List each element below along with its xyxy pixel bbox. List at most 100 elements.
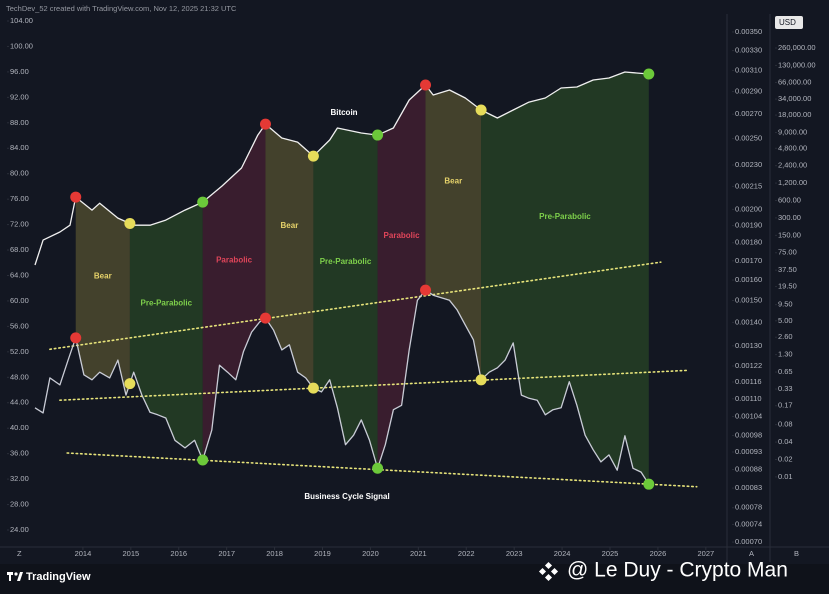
y2-tick-label: 2.60 [778,332,793,341]
series-label: Bitcoin [330,108,357,117]
y3-tick-label: 0.00330 [735,46,762,55]
signal-dot [420,284,432,296]
plot: 24.00 28.00 32.00 36.00 40.00 44.00 48.00 52.00… [7,16,816,558]
signal-dot [70,191,82,203]
y2-tick-label: 0.02 [778,454,793,463]
y-tick-label: 80.00 [10,169,29,178]
y-tick-label: 32.00 [10,474,29,483]
y3-tick-label: 0.00215 [735,181,762,190]
y2-tick-label: 130,000.00 [778,60,816,69]
zone [129,202,203,461]
zone [313,128,378,469]
y3-tick-label: 0.00310 [735,65,762,74]
currency-badge [775,16,803,29]
tv-logo: TradingView [7,571,91,583]
x-tick-label: 2017 [218,549,235,558]
y-tick-label: 52.00 [10,347,29,356]
x-tick-label: 2021 [410,549,427,558]
y-tick-label: 104.00 [10,16,33,25]
x-tick-label: 2024 [554,549,571,558]
y3-tick-label: 0.00130 [735,341,762,350]
zone-label: Bear [94,271,112,280]
series-line [34,71,649,266]
y-tick-label: 36.00 [10,449,29,458]
signal-dot [420,79,432,91]
signal-dot [643,68,655,80]
icon-part [544,573,553,582]
y3-tick-label: 0.00110 [735,394,762,403]
credit: TechDev_52 created with TradingView.com,… [6,4,237,13]
icon-part [538,567,547,576]
y-tick-label: 48.00 [10,372,29,381]
y-tick-label: 40.00 [10,423,29,432]
y2-tick-label: 75.00 [778,248,797,257]
y2-tick-label: 34,000.00 [778,94,811,103]
y-tick-label: 92.00 [10,92,29,101]
signal-dot [259,312,271,324]
y3-tick-label: 0.00088 [735,465,762,474]
zone [75,197,130,396]
y3-tick-label: 0.00104 [735,412,762,421]
signal-dot [372,129,384,141]
signal-dot [124,378,136,390]
zone [425,85,482,380]
signal-dot [475,374,487,386]
footer-bar [0,564,829,594]
y3-tick-label: 0.00070 [735,537,762,546]
x-tick-label: 2015 [122,549,139,558]
y2-tick-label: 9.50 [778,300,793,309]
y2-tick-label: 2,400.00 [778,161,807,170]
logo-icon [9,572,11,581]
y3-tick-label: 0.00074 [735,519,762,528]
y3-tick-label: 0.00150 [735,295,762,304]
y3-tick-label: 0.00170 [735,256,762,265]
zone [481,71,649,485]
signal-dot [475,104,487,116]
currency: USD [779,18,796,27]
trendline [59,369,690,402]
y2-tick-label: 37.50 [778,265,797,274]
y-tick-label: 76.00 [10,194,29,203]
y3-tick-label: 0.00083 [735,483,762,492]
x-tick-label: 2020 [362,549,379,558]
y2-tick-label: 260,000.00 [778,43,816,52]
signal-dot [643,478,655,490]
signal-dot [307,382,319,394]
y3-tick-label: 0.00180 [735,238,762,247]
watermark-icon [538,561,559,582]
y2-tick-label: 0.17 [778,401,793,410]
axis-badge: Z [17,549,22,558]
y-tick-label: 84.00 [10,143,29,152]
y3-tick-label: 0.00200 [735,204,762,213]
signal-dot [307,150,319,162]
y3-tick-label: 0.00122 [735,361,762,370]
zone-label: Bear [281,221,299,230]
y2-tick-label: 0.33 [778,384,793,393]
y2-tick-label: 18,000.00 [778,110,811,119]
y3-tick-label: 0.00098 [735,430,762,439]
y3-tick-label: 0.00190 [735,221,762,230]
x-tick-label: 2019 [314,549,331,558]
y-tick-label: 72.00 [10,220,29,229]
x-tick-label: 2025 [602,549,619,558]
x-tick-label: 2016 [170,549,187,558]
icon-part [550,567,559,576]
signal-dot [197,454,209,466]
zone [377,85,426,469]
x-tick-label: 2026 [650,549,667,558]
y-tick-label: 60.00 [10,296,29,305]
icon-part [544,561,553,570]
y-tick-label: 96.00 [10,67,29,76]
watermark: @ Le Duy - Crypto Man [567,559,788,582]
zone-label: Pre-Parabolic [320,257,372,266]
y-tick-label: 28.00 [10,500,29,509]
logo-icon [14,572,18,576]
y2-tick-label: 300.00 [778,213,801,222]
y-tick-label: 44.00 [10,398,29,407]
x-tick-label: 2022 [458,549,475,558]
y2-tick-label: 0.65 [778,367,793,376]
y-tick-label: 24.00 [10,525,29,534]
y-tick-label: 56.00 [10,321,29,330]
y2-tick-label: 600.00 [778,195,801,204]
